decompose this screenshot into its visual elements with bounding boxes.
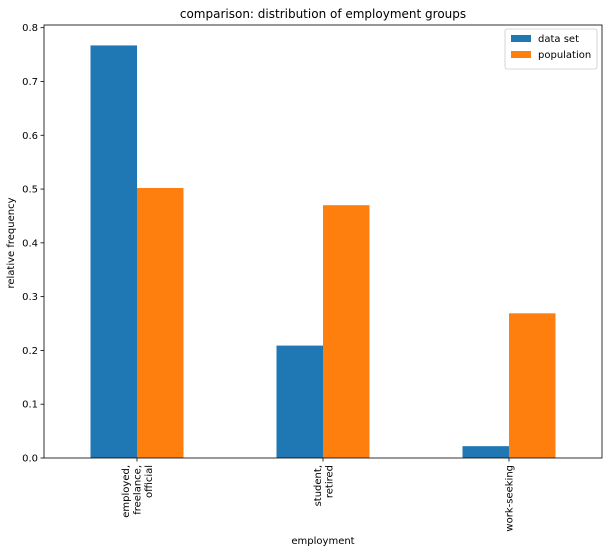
y-tick-label: 0.7 xyxy=(22,77,38,88)
y-tick-label: 0.6 xyxy=(22,131,38,142)
y-tick-label: 0.0 xyxy=(22,454,38,465)
legend-label: data set xyxy=(538,34,579,45)
legend-label: population xyxy=(538,50,591,61)
x-tick-label: employed, xyxy=(121,465,132,518)
x-tick-label: official xyxy=(144,465,155,498)
bar-population-0 xyxy=(137,187,184,459)
bar-population-2 xyxy=(509,313,556,458)
y-tick-label: 0.8 xyxy=(22,23,38,34)
bar-population-1 xyxy=(323,205,370,458)
x-tick-label: student, xyxy=(313,465,324,506)
chart-title: comparison: distribution of employment g… xyxy=(180,7,466,21)
legend-swatch xyxy=(511,51,531,58)
x-tick-label: freelance, xyxy=(133,465,144,515)
plot-area: 0.0 0.1 0.2 0.3 0.4 0.5 0.6 0.7 0.8 employed, free… xyxy=(22,23,603,532)
x-tick-label: retired xyxy=(324,465,335,498)
y-tick-label: 0.2 xyxy=(22,346,38,357)
bar-data-set-1 xyxy=(276,345,323,458)
x-axis-label: employment xyxy=(291,536,354,547)
y-tick-label: 0.4 xyxy=(22,238,38,249)
legend-swatch xyxy=(511,35,531,42)
y-tick-label: 0.5 xyxy=(22,185,38,196)
bar-data-set-2 xyxy=(462,446,509,458)
x-tick-label: work-seeking xyxy=(505,465,516,532)
y-tick-label: 0.1 xyxy=(22,400,38,411)
bar-data-set-0 xyxy=(90,45,137,458)
y-axis-label: relative frequency xyxy=(6,197,17,288)
legend: data set population xyxy=(504,28,598,70)
y-tick-label: 0.3 xyxy=(22,292,38,303)
